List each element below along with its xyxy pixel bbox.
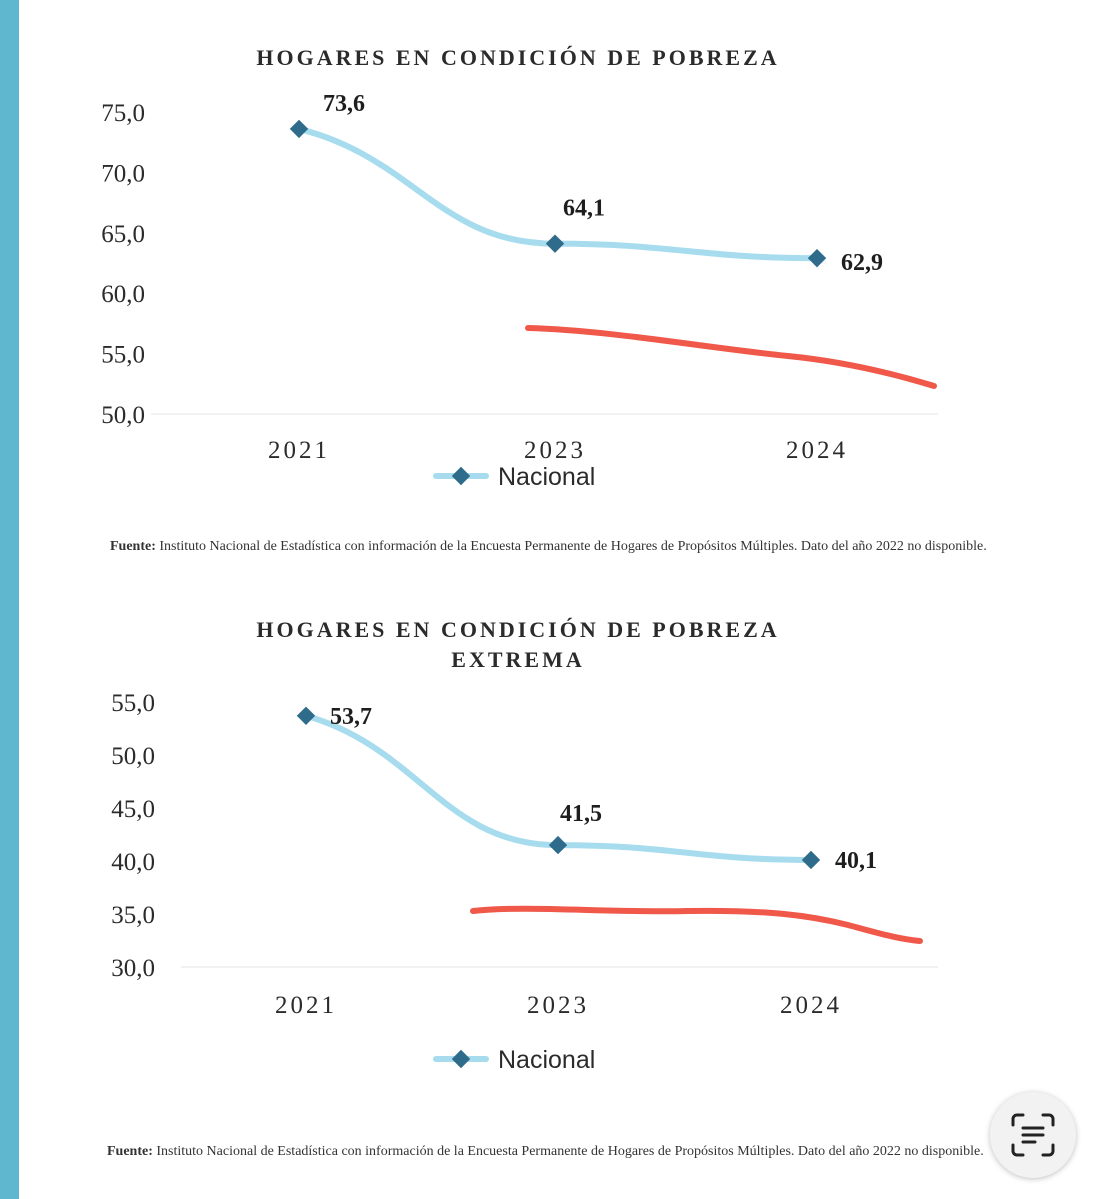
data-label: 73,6 [323,91,365,117]
chart-panel-pobreza-extrema: HOGARES EN CONDICIÓN DE POBREZA EXTREMA … [88,605,948,1095]
source-note: Fuente: Instituto Nacional de Estadístic… [110,537,1050,556]
page-edge-stripe [0,0,19,1199]
chart-panel-pobreza: HOGARES EN CONDICIÓN DE POBREZA 50,0 55,0… [88,30,948,520]
legend-label: Nacional [498,463,595,491]
y-tick-label: 70,0 [101,160,145,187]
x-tick-label: 2024 [786,437,848,464]
source-label: Fuente: [107,1144,153,1159]
y-tick-label: 75,0 [101,100,145,127]
data-label: 62,9 [841,250,883,276]
y-tick-label: 65,0 [101,221,145,248]
y-tick-label: 45,0 [111,796,155,823]
y-tick-label: 35,0 [111,902,155,929]
source-text: Instituto Nacional de Estadística con in… [159,539,987,554]
data-point-marker [548,835,568,855]
line-chart-pobreza-extrema: 30,0 35,0 40,0 45,0 50,0 55,0 2021 2023 2024 53,7… [111,690,938,1074]
x-tick-label: 2024 [780,992,842,1019]
chart-title: HOGARES EN CONDICIÓN DE POBREZA [256,617,780,642]
x-tick-label: 2023 [524,437,586,464]
y-tick-label: 60,0 [101,281,145,308]
legend-marker [451,1049,471,1069]
data-point-marker [545,234,565,253]
text-scan-icon [1011,1113,1055,1157]
text-scan-button[interactable] [990,1092,1076,1178]
data-label: 41,5 [560,801,602,827]
source-label: Fuente: [110,539,156,554]
source-note: Fuente: Instituto Nacional de Estadístic… [107,1142,992,1161]
line-chart-pobreza: 50,0 55,0 60,0 65,0 70,0 75,0 2021 2023 2024 73,6… [101,91,938,491]
data-label: 53,7 [330,704,372,730]
y-tick-label: 40,0 [111,849,155,876]
data-point-marker [801,850,821,870]
data-point-marker [296,706,316,725]
legend-label: Nacional [498,1046,595,1074]
y-tick-label: 30,0 [111,955,155,982]
chart-title: HOGARES EN CONDICIÓN DE POBREZA [256,45,780,70]
data-label: 64,1 [563,196,605,222]
red-annotation-stroke [525,325,937,389]
red-annotation-stroke [470,905,923,944]
data-point-marker [807,248,827,268]
x-tick-label: 2021 [268,437,330,464]
y-tick-label: 50,0 [101,402,145,429]
y-tick-label: 55,0 [101,342,145,369]
x-tick-label: 2023 [527,992,589,1019]
x-tick-label: 2021 [275,992,337,1019]
legend-marker [451,466,471,486]
y-tick-label: 50,0 [111,743,155,770]
source-text: Instituto Nacional de Estadística con in… [156,1144,984,1159]
y-tick-label: 55,0 [111,690,155,717]
data-label: 40,1 [835,848,877,874]
data-point-marker [289,119,309,139]
chart-subtitle: EXTREMA [451,647,585,672]
